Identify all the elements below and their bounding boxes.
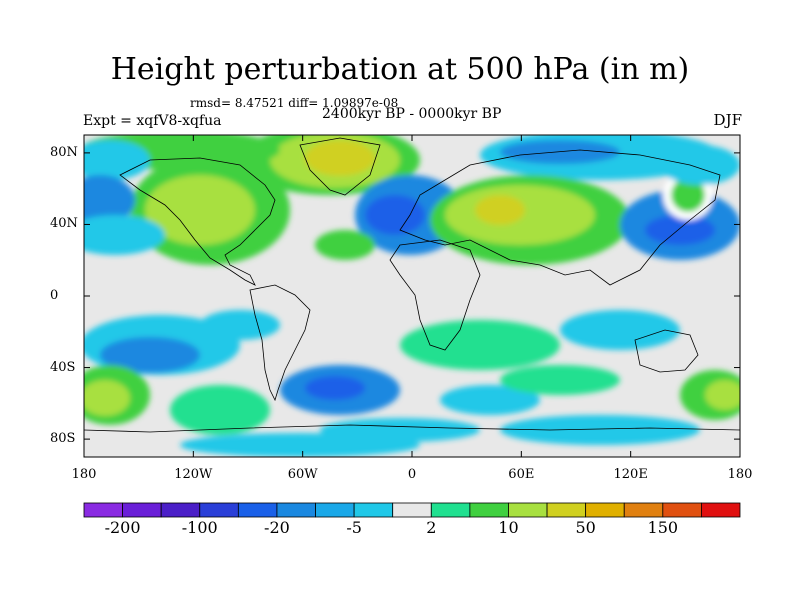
field-azores-high xyxy=(315,230,375,260)
coast-eurasia xyxy=(399,149,721,286)
lon-tick-label: 120E xyxy=(613,467,648,482)
field-indo-pacific xyxy=(560,310,680,350)
field-s-atlantic-low-core xyxy=(305,376,365,400)
field-greenland-core xyxy=(305,140,375,176)
colorbar-swatch xyxy=(237,502,278,518)
colorbar-swatch xyxy=(508,502,548,518)
colorbar-label: -20 xyxy=(264,518,290,537)
colorbar-label: 50 xyxy=(575,518,596,537)
colorbar-swatch xyxy=(122,502,162,518)
coast-greenland xyxy=(299,137,381,196)
field-ne-asia xyxy=(660,145,740,185)
height-field xyxy=(84,135,740,457)
field-australia-core xyxy=(705,380,740,410)
field-sw-pacific-core xyxy=(84,380,130,416)
colorbar-swatch xyxy=(469,502,509,518)
lat-tick-label: 80S xyxy=(50,431,76,447)
colorbar-label: -200 xyxy=(104,518,141,537)
colorbar-swatch xyxy=(585,502,625,518)
field-s-atlantic-green xyxy=(400,320,560,370)
coast-north-america xyxy=(119,157,276,286)
colorbar-label: -5 xyxy=(346,518,362,537)
lon-tick-label: 180 xyxy=(727,467,753,482)
field-eurasia-peak xyxy=(475,195,525,225)
lat-tick-label: 80N xyxy=(50,144,78,160)
coast-antarctica xyxy=(84,424,740,433)
field-s-indian-green xyxy=(500,365,620,395)
lat-tick-label: 40S xyxy=(50,359,76,375)
coast-south-america xyxy=(249,284,311,402)
field-se-pacific-green xyxy=(170,385,270,435)
colorbar xyxy=(83,502,741,518)
lon-tick-label: 0 xyxy=(407,467,417,482)
coast-africa xyxy=(389,239,481,351)
colorbar-label: 150 xyxy=(647,518,679,537)
field-arctic-pacific xyxy=(84,140,150,180)
field-antarctic-blue xyxy=(500,415,700,445)
colorbar-swatch xyxy=(662,502,702,518)
experiment-label: Expt = xqfV8-xqfua xyxy=(83,113,222,129)
colorbar-label: 10 xyxy=(498,518,519,537)
lon-tick-label: 60W xyxy=(287,467,318,482)
field-s-indian-low xyxy=(440,385,540,415)
field-s-pacific-band xyxy=(200,310,280,340)
rmsd-diff-stats: rmsd= 8.47521 diff= 1.09897e-08 xyxy=(190,96,399,110)
coast-australia xyxy=(634,329,699,373)
colorbar-swatch xyxy=(701,502,741,518)
colorbar-swatch xyxy=(430,502,471,518)
colorbar-swatch xyxy=(353,502,394,518)
colorbar-swatch xyxy=(160,502,201,518)
colorbar-swatch xyxy=(315,502,355,518)
field-nw-america-core xyxy=(145,175,255,245)
plot-frame xyxy=(83,134,741,458)
lat-tick-label: 0 xyxy=(50,288,59,303)
field-kamchatka-core xyxy=(671,178,705,212)
lon-tick-label: 180 xyxy=(71,467,97,482)
colorbar-label: 2 xyxy=(426,518,437,537)
field-s-pacific-low xyxy=(100,337,200,373)
colorbar-swatch xyxy=(83,502,123,518)
colorbar-label: -100 xyxy=(181,518,218,537)
field-n-atlantic-core xyxy=(365,195,425,235)
coastlines xyxy=(84,137,740,433)
colorbar-swatch xyxy=(199,502,239,518)
field-s-ocean-south xyxy=(180,433,420,457)
plot-title: Height perturbation at 500 hPa (in m) xyxy=(110,52,690,87)
lon-tick-label: 60E xyxy=(508,467,535,482)
field-ne-pacific xyxy=(84,215,165,255)
field-n-pacific-low-core xyxy=(645,215,715,245)
colorbar-swatch xyxy=(392,502,432,518)
colorbar-swatch xyxy=(546,502,587,518)
lat-tick-label: 40N xyxy=(50,216,78,232)
colorbar-swatch xyxy=(276,502,316,518)
period-subtitle: 2400kyr BP - 0000kyr BP xyxy=(322,106,502,122)
lon-tick-label: 120W xyxy=(174,467,213,482)
season-label: DJF xyxy=(713,111,742,129)
colorbar-swatch xyxy=(623,502,664,518)
field-aleutian-low xyxy=(84,175,135,225)
